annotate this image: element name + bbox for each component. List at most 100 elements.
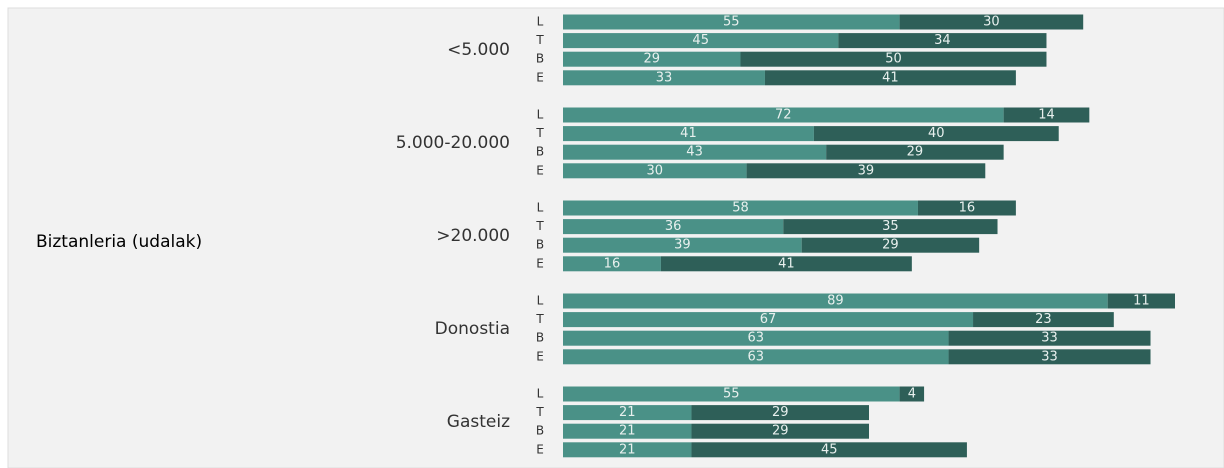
row-label: B: [536, 424, 544, 438]
value-label: 58: [732, 201, 749, 216]
value-label: 29: [643, 52, 660, 67]
row-label: B: [536, 331, 544, 345]
bar-segment: [563, 51, 741, 67]
group-label: Donostia: [435, 319, 510, 339]
bar-segment: [746, 163, 986, 179]
value-label: 16: [604, 256, 621, 271]
bar-segment: [691, 405, 869, 421]
bar-segment: [563, 219, 784, 235]
row-label: L: [537, 108, 544, 122]
value-label: 41: [778, 256, 795, 271]
bar-segment: [563, 70, 765, 86]
row-label: E: [536, 349, 544, 363]
value-label: 45: [821, 442, 838, 457]
value-label: 33: [1041, 331, 1058, 346]
group-label: Gasteiz: [447, 412, 510, 432]
value-label: 55: [723, 15, 740, 30]
chart-title: Biztanleria (udalak): [36, 232, 202, 252]
bar-segment: [563, 107, 1004, 123]
bar-segment: [563, 405, 692, 421]
row-label: B: [536, 145, 544, 159]
value-label: 29: [882, 238, 899, 253]
value-label: 29: [907, 145, 924, 160]
value-label: 39: [858, 163, 875, 178]
bar-segment: [563, 330, 949, 346]
bar-segment: [783, 219, 998, 235]
bar-segment: [563, 144, 827, 160]
value-label: 89: [827, 294, 844, 309]
row-label: T: [535, 219, 544, 233]
row-label: E: [536, 70, 544, 84]
value-label: 43: [686, 145, 703, 160]
value-label: 55: [723, 387, 740, 402]
value-label: 29: [772, 405, 789, 420]
value-label: 29: [772, 424, 789, 439]
value-label: 45: [692, 33, 709, 48]
value-label: 21: [619, 405, 636, 420]
value-label: 35: [882, 219, 899, 234]
value-label: 41: [680, 126, 697, 141]
bar-segment: [563, 293, 1108, 309]
value-label: 34: [934, 33, 951, 48]
bar-segment: [563, 256, 661, 272]
bar-segment: [563, 386, 900, 402]
bar-segment: [691, 442, 967, 458]
bar-segment: [563, 14, 900, 30]
bar-segment: [899, 14, 1084, 30]
bar-segment: [838, 33, 1047, 49]
row-label: E: [536, 256, 544, 270]
row-label: B: [536, 52, 544, 66]
value-label: 63: [748, 349, 765, 364]
bar-segment: [826, 144, 1004, 160]
value-label: 67: [760, 312, 777, 327]
bar-segment: [973, 312, 1114, 328]
row-label: L: [537, 15, 544, 29]
bar-segment: [948, 330, 1151, 346]
bar-segment: [813, 126, 1059, 142]
row-label: T: [535, 405, 544, 419]
value-label: 30: [647, 163, 664, 178]
row-label: L: [537, 201, 544, 215]
bar-segment: [563, 163, 747, 179]
value-label: 21: [619, 424, 636, 439]
bar-segment: [764, 70, 1016, 86]
bar-segment: [563, 126, 814, 142]
value-label: 23: [1035, 312, 1052, 327]
group-label: >20.000: [436, 226, 510, 246]
row-label: L: [537, 294, 544, 308]
row-label: T: [535, 312, 544, 326]
value-label: 39: [674, 238, 691, 253]
row-label: L: [537, 387, 544, 401]
value-label: 33: [656, 70, 673, 85]
value-label: 41: [882, 70, 899, 85]
bar-segment: [691, 423, 869, 439]
bar-segment: [948, 349, 1151, 365]
bar-segment: [563, 312, 974, 328]
value-label: 33: [1041, 349, 1058, 364]
group-label: 5.000-20.000: [396, 133, 510, 153]
value-label: 63: [748, 331, 765, 346]
row-label: T: [535, 33, 544, 47]
value-label: 14: [1038, 108, 1055, 123]
row-label: E: [536, 442, 544, 456]
bar-segment: [740, 51, 1047, 67]
value-label: 16: [959, 201, 976, 216]
value-label: 40: [928, 126, 945, 141]
value-label: 50: [885, 52, 902, 67]
value-label: 30: [983, 15, 1000, 30]
row-label: E: [536, 163, 544, 177]
bar-segment: [563, 349, 949, 365]
bar-segment: [899, 386, 925, 402]
value-label: 36: [665, 219, 682, 234]
group-label: <5.000: [447, 40, 510, 60]
value-label: 21: [619, 442, 636, 457]
bar-segment: [1003, 107, 1090, 123]
bar-segment: [563, 200, 918, 216]
bar-segment: [1107, 293, 1175, 309]
bar-segment: [563, 237, 802, 253]
bar-segment: [563, 33, 839, 49]
value-label: 11: [1133, 294, 1150, 309]
row-label: B: [536, 238, 544, 252]
